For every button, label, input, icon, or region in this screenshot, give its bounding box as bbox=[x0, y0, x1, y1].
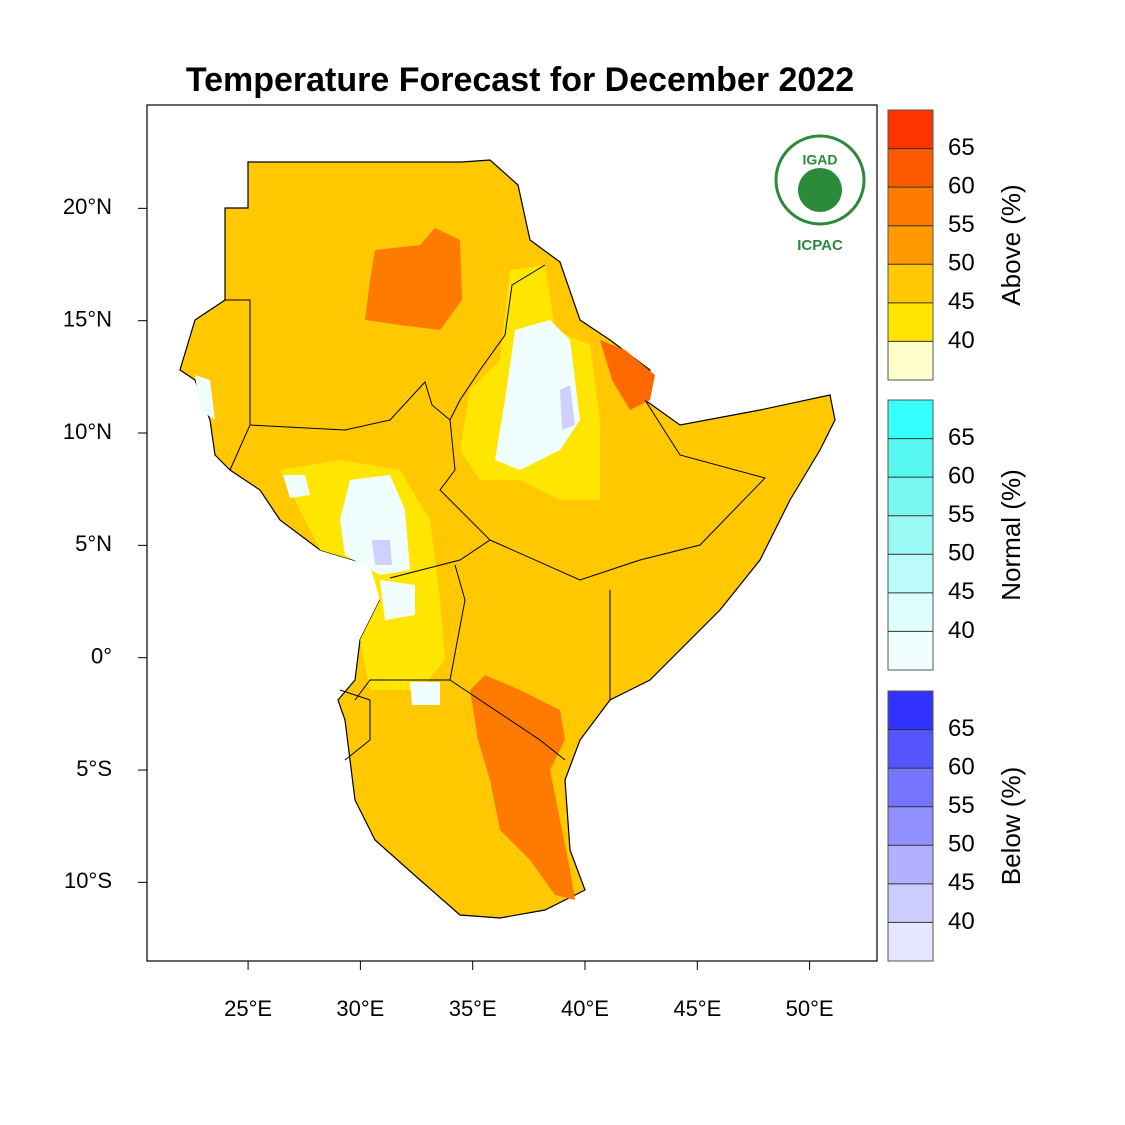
colorbar-tick-label: 55 bbox=[948, 501, 975, 528]
colorbar-tick-label: 65 bbox=[948, 134, 975, 161]
above-55-area bbox=[470, 675, 575, 900]
above-55-area bbox=[600, 340, 655, 410]
x-tick-label: 50°E bbox=[786, 996, 834, 1021]
color-box bbox=[888, 264, 933, 303]
colorbar-tick-label: 60 bbox=[948, 462, 975, 489]
border bbox=[229, 424, 251, 471]
color-box bbox=[888, 883, 933, 923]
border bbox=[389, 419, 491, 579]
x-tick-label: 35°E bbox=[449, 996, 497, 1021]
colorbar-tick-label: 50 bbox=[948, 250, 975, 277]
colorbar-title: Above (%) bbox=[996, 184, 1026, 305]
normal-40-area bbox=[283, 475, 310, 498]
map-frame bbox=[146, 104, 878, 962]
color-box bbox=[888, 592, 933, 632]
color-box bbox=[888, 922, 933, 961]
color-box bbox=[888, 729, 933, 769]
colorbar-tick-label: 40 bbox=[948, 908, 975, 935]
map-title: Temperature Forecast for December 2022 bbox=[186, 61, 854, 99]
colorbar-title: Normal (%) bbox=[996, 469, 1026, 600]
map-region bbox=[179, 159, 836, 919]
color-box bbox=[888, 515, 933, 555]
x-tick-label: 25°E bbox=[224, 996, 272, 1021]
color-box bbox=[888, 110, 933, 149]
color-box bbox=[888, 341, 933, 380]
color-box bbox=[888, 187, 933, 226]
normal-40-area bbox=[410, 682, 440, 705]
colorbar-tick-label: 40 bbox=[948, 617, 975, 644]
color-box bbox=[888, 148, 933, 188]
y-tick-label: 10°S bbox=[64, 868, 112, 893]
x-tick-label: 30°E bbox=[336, 996, 384, 1021]
color-box bbox=[888, 225, 933, 265]
colorbar-tick-label: 55 bbox=[948, 211, 975, 238]
color-box bbox=[888, 438, 933, 478]
border bbox=[489, 399, 766, 581]
colorbar-tick-label: 60 bbox=[948, 172, 975, 199]
colorbar-tick-label: 45 bbox=[948, 869, 975, 896]
color-box bbox=[888, 631, 933, 670]
y-tick-label: 0° bbox=[91, 644, 112, 669]
logo-bottom: ICPAC bbox=[797, 237, 843, 254]
x-tick-label: 45°E bbox=[673, 996, 721, 1021]
colorbar-tick-label: 65 bbox=[948, 715, 975, 742]
x-tick-label: 40°E bbox=[561, 996, 609, 1021]
color-box bbox=[888, 400, 933, 439]
y-tick-label: 20°N bbox=[63, 194, 112, 219]
y-tick-label: 10°N bbox=[63, 419, 112, 444]
normal-40-area bbox=[340, 475, 410, 575]
y-tick-label: 5°N bbox=[75, 531, 112, 556]
color-box bbox=[888, 768, 933, 807]
colorbar-tick-label: 60 bbox=[948, 753, 975, 780]
border bbox=[449, 679, 566, 761]
colorbar-tick-label: 50 bbox=[948, 831, 975, 858]
colorbar-tick-label: 45 bbox=[948, 288, 975, 315]
color-box bbox=[888, 691, 933, 730]
normal-40-area bbox=[195, 375, 215, 420]
below-40-area bbox=[372, 540, 392, 565]
logo-top: IGAD bbox=[803, 152, 838, 168]
colorbar-title: Below (%) bbox=[996, 767, 1026, 885]
colorbar-frame bbox=[887, 690, 934, 962]
y-tick-label: 5°S bbox=[76, 756, 112, 781]
colorbar-tick-label: 40 bbox=[948, 327, 975, 354]
border bbox=[339, 689, 371, 761]
colorbar-frame bbox=[887, 109, 934, 381]
colorbar-frame bbox=[887, 399, 934, 671]
logo: IGAD ICPAC bbox=[774, 134, 866, 254]
colorbar-tick-label: 65 bbox=[948, 424, 975, 451]
borders bbox=[225, 264, 766, 761]
normal-40-area bbox=[495, 320, 580, 470]
colorbar-tick-label: 50 bbox=[948, 540, 975, 567]
color-box bbox=[888, 302, 933, 342]
color-box bbox=[888, 554, 933, 593]
colorbar-tick-label: 55 bbox=[948, 792, 975, 819]
below-40-area bbox=[560, 385, 575, 430]
color-box bbox=[888, 806, 933, 846]
logo-emblem bbox=[798, 168, 842, 212]
color-box bbox=[888, 477, 933, 516]
color-box bbox=[888, 845, 933, 884]
colorbar-tick-label: 45 bbox=[948, 578, 975, 605]
y-tick-label: 15°N bbox=[63, 306, 112, 331]
above-55-area bbox=[365, 228, 462, 330]
normal-40-area bbox=[380, 580, 415, 620]
